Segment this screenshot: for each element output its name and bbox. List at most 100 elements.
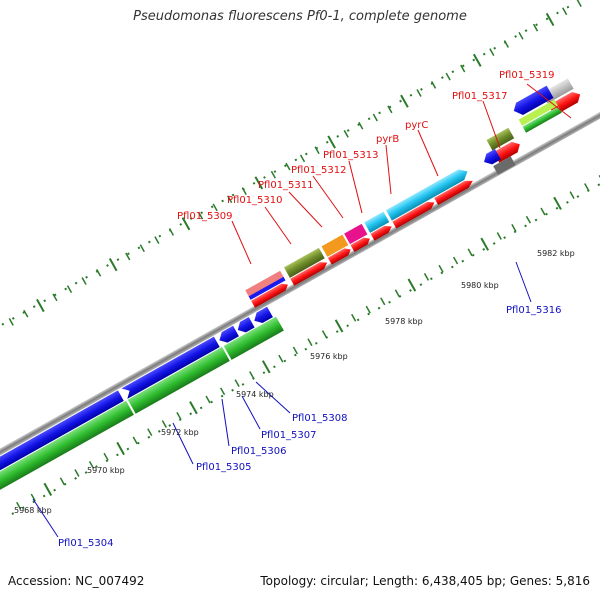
label-pyrb[interactable]: pyrB bbox=[376, 134, 399, 145]
cds-red-5[interactable] bbox=[392, 199, 436, 229]
scale-tick bbox=[147, 428, 153, 437]
forward-strand-features bbox=[245, 78, 581, 308]
cds-red-3[interactable] bbox=[350, 235, 372, 252]
scale-tick bbox=[387, 105, 393, 114]
scale-tick bbox=[108, 258, 118, 272]
green-strand-band-1 bbox=[0, 400, 134, 491]
cds-pfl01-5309[interactable] bbox=[251, 281, 290, 308]
scale-tick bbox=[161, 420, 167, 428]
cds-red-4[interactable] bbox=[370, 223, 394, 241]
cds-pfl01-5306[interactable] bbox=[216, 325, 239, 346]
scale-tick bbox=[480, 237, 490, 251]
scale-tick bbox=[511, 224, 517, 232]
leader-pfl01-5307 bbox=[241, 395, 261, 430]
cds-pfl01-5316-blue[interactable] bbox=[481, 148, 501, 167]
scale-tick bbox=[562, 7, 568, 16]
scale-label-5982: 5982 kbp bbox=[537, 249, 575, 258]
cds-pyrc[interactable] bbox=[434, 177, 475, 205]
label-pfl01-5316[interactable]: Pfl01_5316 bbox=[506, 305, 562, 316]
scale-tick bbox=[380, 297, 386, 306]
label-pfl01-5319[interactable]: Pfl01_5319 bbox=[499, 70, 555, 81]
scale-labels: 5968 kbp 5970 kbp 5972 kbp 5974 kbp 5976… bbox=[14, 249, 575, 515]
scale-tick bbox=[103, 452, 109, 461]
scale-tick bbox=[334, 319, 344, 333]
leader-pyrb bbox=[385, 144, 392, 195]
scale-tick bbox=[407, 278, 417, 292]
scale-tick bbox=[452, 256, 459, 265]
cds-pfl01-5312[interactable] bbox=[344, 223, 368, 245]
label-pfl01-5304[interactable]: Pfl01_5304 bbox=[58, 538, 114, 549]
scale-tick bbox=[88, 461, 95, 469]
cds-green-right-light[interactable] bbox=[518, 99, 558, 126]
cds-blue-right[interactable] bbox=[511, 85, 554, 118]
scale-tick bbox=[205, 395, 211, 404]
cds-pfl01-5308[interactable] bbox=[251, 306, 273, 326]
label-pfl01-5313[interactable]: Pfl01_5313 bbox=[323, 150, 379, 161]
scale-tick bbox=[400, 94, 409, 108]
cds-pfl01-5310[interactable] bbox=[283, 247, 325, 278]
scale-tick bbox=[576, 0, 582, 7]
scale-tick bbox=[445, 72, 451, 81]
label-pyrc[interactable]: pyrC bbox=[405, 120, 428, 131]
label-pfl01-5309[interactable]: Pfl01_5309 bbox=[177, 211, 233, 222]
scale-tick bbox=[496, 232, 502, 240]
label-pfl01-5317[interactable]: Pfl01_5317 bbox=[452, 91, 508, 102]
leader-pfl01-5304 bbox=[32, 498, 59, 538]
cds-red-6[interactable] bbox=[493, 139, 522, 163]
scale-tick bbox=[503, 40, 510, 48]
scale-tick bbox=[489, 48, 495, 57]
cds-pfl01-5305[interactable] bbox=[121, 336, 220, 399]
page-title: Pseudomonas fluorescens Pf0-1, complete … bbox=[133, 9, 467, 24]
scale-tick bbox=[351, 313, 357, 322]
label-pfl01-5307[interactable]: Pfl01_5307 bbox=[261, 430, 317, 441]
scale-tick bbox=[16, 501, 22, 510]
cds-pfl01-5317[interactable] bbox=[486, 127, 515, 151]
scale-tick bbox=[219, 387, 226, 396]
scale-tick bbox=[430, 80, 437, 89]
cds-pfl01-5313[interactable] bbox=[364, 211, 390, 233]
scale-tick bbox=[532, 23, 539, 32]
scale-tick bbox=[154, 236, 160, 244]
accession-text: Accession: NC_007492 bbox=[8, 574, 145, 588]
cds-pfl01-5311[interactable] bbox=[321, 234, 349, 257]
feature-pink[interactable] bbox=[245, 270, 285, 298]
scale-tick bbox=[553, 196, 562, 210]
cds-pfl01-5304[interactable] bbox=[0, 390, 124, 476]
scale-tick bbox=[327, 135, 336, 149]
label-pfl01-5311[interactable]: Pfl01_5311 bbox=[258, 180, 314, 191]
scale-tick bbox=[270, 170, 276, 179]
feature-blue-thin[interactable] bbox=[248, 276, 286, 300]
cds-pfl01-5307[interactable] bbox=[235, 316, 255, 335]
scale-label-5968: 5968 kbp bbox=[14, 506, 52, 515]
scale-tick bbox=[23, 309, 29, 318]
scale-tick bbox=[343, 130, 349, 138]
scale-label-5976: 5976 kbp bbox=[310, 352, 348, 361]
scale-tick bbox=[569, 191, 575, 200]
inner-guide-line bbox=[11, 151, 600, 515]
leader-pfl01-5310 bbox=[264, 206, 292, 245]
label-pfl01-5312[interactable]: Pfl01_5312 bbox=[291, 165, 347, 176]
label-pfl01-5305[interactable]: Pfl01_5305 bbox=[196, 462, 252, 473]
scale-tick bbox=[66, 285, 73, 294]
scale-tick bbox=[467, 248, 473, 257]
cds-red-1[interactable] bbox=[290, 259, 329, 286]
leader-pyrc bbox=[417, 129, 439, 177]
scale-tick bbox=[96, 268, 102, 277]
scale-tick bbox=[43, 482, 53, 496]
label-pfl01-5308[interactable]: Pfl01_5308 bbox=[292, 413, 348, 424]
cds-red-2[interactable] bbox=[327, 246, 353, 265]
cds-pyrb[interactable] bbox=[386, 166, 470, 221]
cds-green-right[interactable] bbox=[522, 106, 562, 133]
scale-tick bbox=[181, 217, 191, 231]
label-pfl01-5310[interactable]: Pfl01_5310 bbox=[227, 195, 283, 206]
cds-pfl01-5316[interactable] bbox=[493, 156, 516, 175]
leader-pfl01-5317 bbox=[482, 100, 501, 149]
scale-tick bbox=[30, 493, 36, 502]
scale-tick bbox=[254, 176, 264, 190]
scale-tick bbox=[261, 360, 271, 374]
label-pfl01-5306[interactable]: Pfl01_5306 bbox=[231, 446, 287, 457]
scale-tick bbox=[139, 244, 145, 253]
scale-tick bbox=[59, 477, 65, 486]
scale-ticks bbox=[8, 0, 600, 510]
